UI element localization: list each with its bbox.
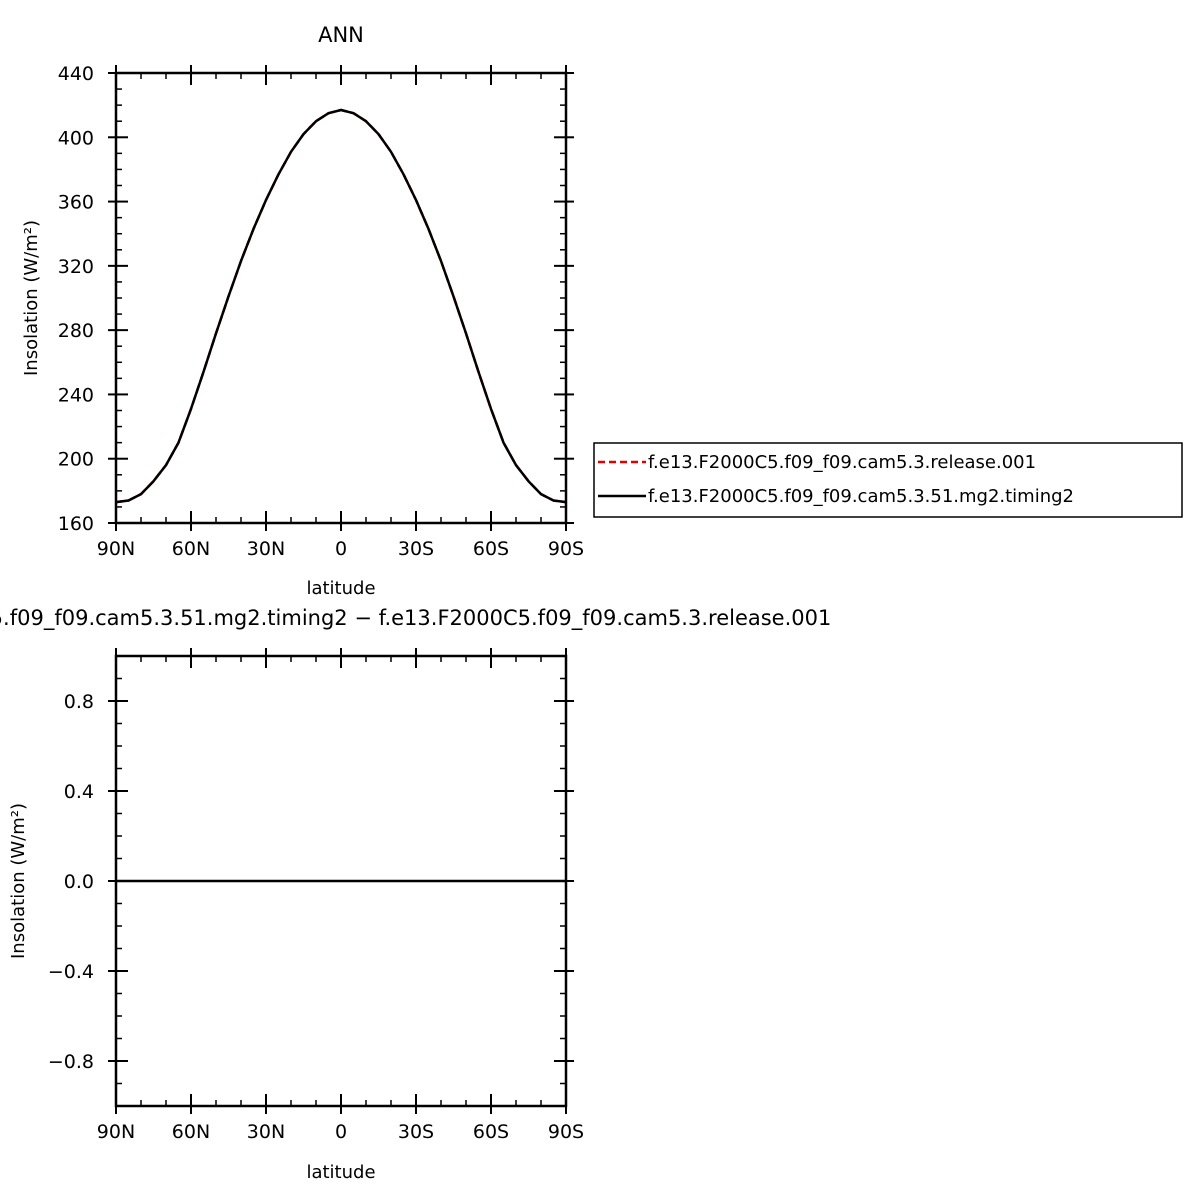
bottom-y-tick-label: 0.8 <box>64 691 94 713</box>
top-series-line-0 <box>115 108 567 504</box>
top-plot-title: ANN <box>318 23 364 47</box>
legend: f.e13.F2000C5.f09_f09.cam5.3.release.001… <box>593 442 1183 518</box>
top-plot-frame <box>114 71 568 525</box>
bottom-y-tick-label: −0.4 <box>48 961 94 983</box>
bottom-plot-title: f.e13.F2000C5.f09_f09.cam5.3.51.mg2.timi… <box>0 606 831 631</box>
bottom-x-axis-title: latitude <box>306 1162 375 1183</box>
top-panel: ANN 90N 60N 30N 0 30S 60S 90S 160 200 240 280 320 36… <box>21 23 584 599</box>
bottom-panel: f.e13.F2000C5.f09_f09.cam5.3.51.mg2.timi… <box>0 606 831 1183</box>
legend-box <box>593 442 1183 518</box>
top-plot-ticks: 90N 60N 30N 0 30S 60S 90S 160 200 240 280 320 360 400… <box>58 63 584 560</box>
top-x-tick-label: 90N <box>97 538 135 560</box>
bottom-x-tick-label: 90N <box>97 1121 135 1143</box>
top-x-tick-label: 90S <box>548 538 584 560</box>
top-x-tick-label: 60S <box>473 538 509 560</box>
top-x-tick-label: 30S <box>398 538 434 560</box>
top-y-tick-label: 240 <box>58 384 94 406</box>
top-x-tick-label: 60N <box>172 538 210 560</box>
legend-label-timing2: f.e13.F2000C5.f09_f09.cam5.3.51.mg2.timi… <box>648 486 1074 507</box>
top-y-axis-title: Insolation (W/m²) <box>21 220 42 376</box>
bottom-x-tick-label: 30S <box>398 1121 434 1143</box>
top-y-tick-label: 280 <box>58 320 94 342</box>
bottom-x-tick-label: 0 <box>335 1121 347 1143</box>
top-y-tick-label: 160 <box>58 513 94 535</box>
top-plot-lines <box>115 108 567 504</box>
top-y-tick-label: 440 <box>58 63 94 85</box>
bottom-x-tick-label: 60S <box>473 1121 509 1143</box>
bottom-x-tick-label: 60N <box>172 1121 210 1143</box>
top-x-axis-title: latitude <box>306 578 375 599</box>
bottom-y-tick-label: 0.0 <box>64 871 94 893</box>
bottom-y-tick-label: 0.4 <box>64 781 94 803</box>
bottom-x-tick-label: 90S <box>548 1121 584 1143</box>
top-y-tick-label: 400 <box>58 127 94 149</box>
bottom-y-axis-title: Insolation (W/m²) <box>8 803 29 959</box>
top-x-tick-label: 0 <box>335 538 347 560</box>
top-series-line-1 <box>115 108 567 504</box>
top-x-tick-label: 30N <box>247 538 285 560</box>
bottom-plot-ticks: 90N 60N 30N 0 30S 60S 90S −0.8 −0.4 0.0 0.4 0.8 <box>48 648 584 1143</box>
top-y-tick-label: 200 <box>58 449 94 471</box>
bottom-x-tick-label: 30N <box>247 1121 285 1143</box>
top-y-tick-label: 360 <box>58 192 94 214</box>
legend-label-release: f.e13.F2000C5.f09_f09.cam5.3.release.001 <box>648 452 1036 473</box>
bottom-y-tick-label: −0.8 <box>48 1051 94 1073</box>
top-y-tick-label: 320 <box>58 256 94 278</box>
